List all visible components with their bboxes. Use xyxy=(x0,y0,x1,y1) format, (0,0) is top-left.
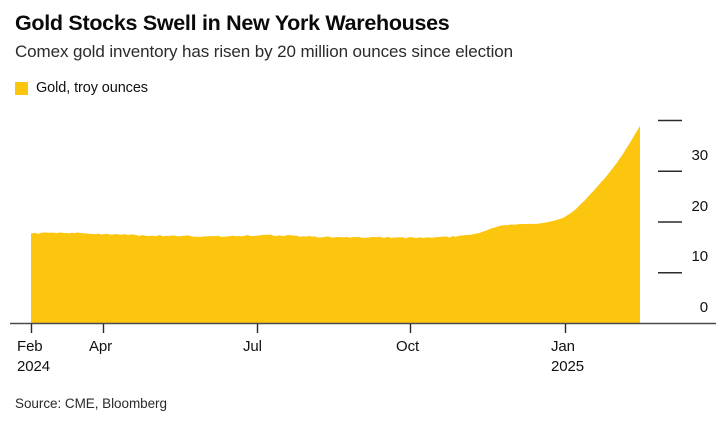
y-axis-tick-label: 20 xyxy=(691,197,709,215)
x-axis-tick-month: Jul xyxy=(243,338,262,355)
x-axis-tick-month: Apr xyxy=(89,338,113,355)
source-note: Source: CME, Bloomberg xyxy=(15,396,167,411)
x-axis-tick-label: Apr xyxy=(89,338,112,355)
y-axis-tick-label: 10 xyxy=(691,248,709,266)
x-axis-tick-label: Oct xyxy=(396,338,419,355)
y-axis-tick-label-zero: 0 xyxy=(699,299,708,316)
x-axis-tick-month: Feb xyxy=(17,338,43,355)
y-axis-tick-label: 30 xyxy=(691,146,709,164)
legend-item-label: Gold, troy ounces xyxy=(36,80,148,96)
x-axis-tick-label: Feb 2024 xyxy=(17,338,50,375)
x-axis-tick-month: Jan xyxy=(551,338,575,355)
chart-legend: Gold, troy ounces xyxy=(15,80,148,96)
chart-subtitle: Comex gold inventory has risen by 20 mil… xyxy=(15,42,513,61)
x-axis-tick-label: Jul xyxy=(243,338,262,355)
gold-area-series xyxy=(31,125,640,324)
x-axis-tick-year: 2024 xyxy=(17,358,50,375)
chart-title: Gold Stocks Swell in New York Warehouses xyxy=(15,11,450,35)
x-axis-tick-label: Jan 2025 xyxy=(551,338,584,375)
x-axis-tick-month: Oct xyxy=(396,338,420,355)
gold-series-swatch xyxy=(15,81,28,95)
x-axis-tick-year: 2025 xyxy=(551,358,584,375)
x-axis-tick-marks xyxy=(30,324,567,333)
y-axis-tick-marks xyxy=(658,119,682,274)
